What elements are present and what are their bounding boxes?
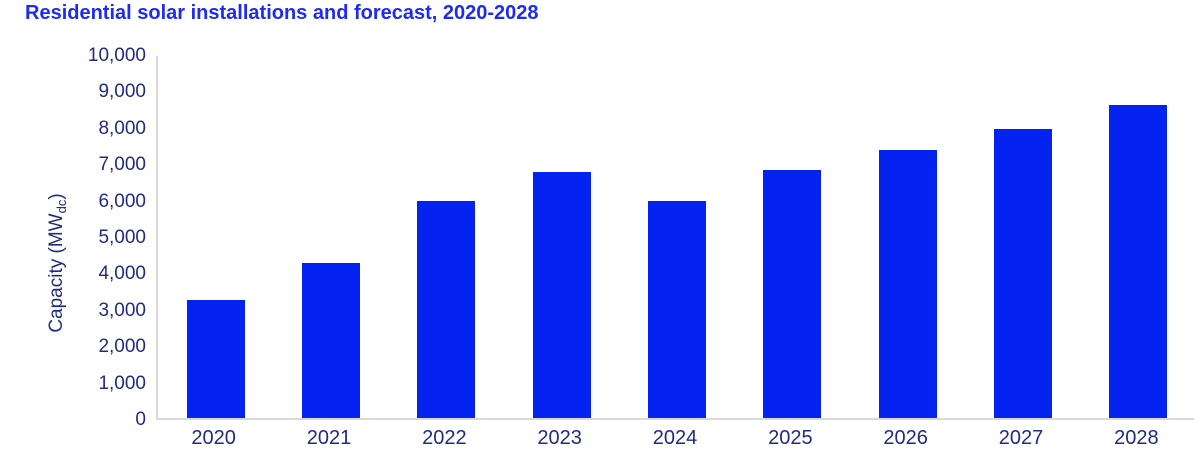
bar-2028 — [1109, 105, 1168, 418]
bar-2022 — [417, 201, 476, 418]
y-tick-5000: 5,000 — [98, 227, 146, 248]
x-tick-2028: 2028 — [1114, 427, 1159, 449]
bar-2025 — [763, 170, 822, 418]
x-tick-2024: 2024 — [652, 427, 698, 449]
y-tick-4000: 4,000 — [98, 263, 146, 285]
y-tick-9000: 9,000 — [98, 81, 146, 103]
bar-2024 — [648, 201, 706, 418]
y-tick-6000: 6,000 — [98, 190, 146, 212]
bar-2020 — [186, 300, 245, 418]
x-tick-2022: 2022 — [422, 427, 467, 449]
bar-2021 — [302, 263, 360, 418]
y-tick-3000: 3,000 — [98, 299, 146, 321]
bar-2026 — [878, 150, 937, 418]
y-tick-0: 0 — [135, 409, 146, 430]
y-tick-10000: 10,000 — [87, 45, 146, 66]
x-tick-2026: 2026 — [883, 427, 928, 449]
y-tick-2000: 2,000 — [98, 336, 146, 358]
plot-area — [156, 56, 1194, 420]
y-tick-1000: 1,000 — [98, 372, 146, 394]
y-tick-8000: 8,000 — [98, 117, 146, 139]
x-tick-2020: 2020 — [191, 427, 236, 449]
bar-2027 — [994, 129, 1052, 418]
bar-2023 — [532, 172, 591, 418]
x-tick-2023: 2023 — [537, 427, 582, 449]
chart-title: Residential solar installations and fore… — [25, 2, 539, 24]
y-tick-7000: 7,000 — [98, 154, 146, 176]
x-tick-2025: 2025 — [768, 427, 813, 449]
x-tick-2021: 2021 — [306, 427, 352, 449]
x-tick-2027: 2027 — [998, 427, 1044, 449]
